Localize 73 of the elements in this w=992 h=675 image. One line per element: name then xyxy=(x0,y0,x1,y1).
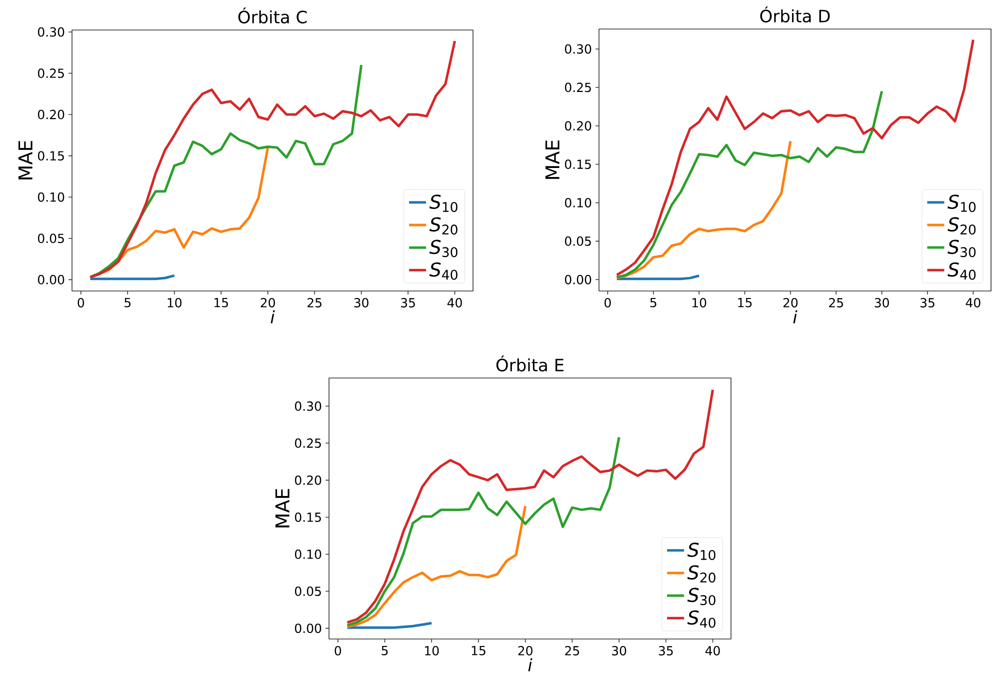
legend-label: S$_{20}$ xyxy=(429,217,458,235)
legend-label: S$_{20}$ xyxy=(687,565,716,583)
y-tick-label: 0.30 xyxy=(564,44,592,54)
x-tick-label: 15 xyxy=(738,298,752,308)
x-tick-label: 30 xyxy=(874,298,889,308)
y-tick-label: 0.00 xyxy=(564,275,592,285)
y-tick-label: 0.15 xyxy=(294,512,321,522)
x-tick-label: 25 xyxy=(829,298,843,308)
x-tick-label: 10 xyxy=(692,298,706,308)
y-tick-label: 0.20 xyxy=(38,110,64,120)
line-series xyxy=(616,140,792,280)
x-axis-title: i xyxy=(270,310,275,324)
y-tick-label: 0.10 xyxy=(564,198,592,208)
x-tick-label: 0 xyxy=(78,298,84,308)
x-tick-label: 35 xyxy=(658,646,673,656)
chart-title: Órbita C xyxy=(238,8,307,24)
chart-title: Órbita E xyxy=(496,356,564,372)
x-axis-title: i xyxy=(528,658,532,672)
legend-label: S$_{10}$ xyxy=(687,542,716,560)
x-tick-label: 15 xyxy=(214,298,228,308)
x-tick-label: 5 xyxy=(650,298,656,308)
x-tick-label: 30 xyxy=(354,298,368,308)
y-axis-title: MAE xyxy=(275,489,290,528)
y-tick-label: 0.25 xyxy=(38,68,64,78)
legend-label: S$_{40}$ xyxy=(429,262,458,280)
x-tick-label: 10 xyxy=(168,298,182,308)
x-tick-label: 0 xyxy=(334,646,342,656)
x-tick-label: 40 xyxy=(966,298,980,308)
y-tick-label: 0.20 xyxy=(564,121,592,131)
y-axis-title: MAE xyxy=(545,140,560,180)
y-tick-label: 0.15 xyxy=(38,151,64,161)
y-tick-label: 0.00 xyxy=(38,275,64,285)
y-tick-label: 0.30 xyxy=(38,27,64,37)
x-tick-label: 5 xyxy=(124,298,131,308)
x-tick-label: 40 xyxy=(705,646,720,656)
y-tick-label: 0.00 xyxy=(294,624,322,634)
chart-title: Órbita D xyxy=(760,6,830,23)
y-axis-title: MAE xyxy=(18,141,32,180)
y-tick-label: 0.25 xyxy=(294,438,321,448)
y-tick-label: 0.10 xyxy=(38,192,64,202)
legend-label: S$_{30}$ xyxy=(687,588,716,606)
legend-label: S$_{20}$ xyxy=(948,217,976,235)
x-tick-label: 20 xyxy=(260,298,275,308)
line-series xyxy=(88,40,456,279)
x-tick-label: 10 xyxy=(425,646,439,656)
x-tick-label: 35 xyxy=(401,298,415,308)
y-tick-label: 0.10 xyxy=(294,550,322,560)
line-series xyxy=(346,505,527,628)
y-tick-label: 0.15 xyxy=(564,160,591,170)
legend-label: S$_{30}$ xyxy=(948,240,976,258)
y-tick-label: 0.05 xyxy=(564,236,591,246)
legend-label: S$_{10}$ xyxy=(948,194,976,212)
x-tick-label: 35 xyxy=(920,298,934,308)
line-series xyxy=(616,90,884,279)
y-tick-label: 0.20 xyxy=(294,476,322,486)
y-tick-label: 0.30 xyxy=(294,402,322,412)
legend-label: S$_{40}$ xyxy=(948,262,976,280)
x-tick-label: 25 xyxy=(308,298,322,308)
x-tick-label: 20 xyxy=(783,298,798,308)
legend-label: S$_{10}$ xyxy=(429,194,458,212)
x-tick-label: 25 xyxy=(565,646,580,656)
x-tick-label: 15 xyxy=(472,646,486,656)
x-axis-title: i xyxy=(793,310,798,324)
x-tick-label: 30 xyxy=(612,646,626,656)
legend-label: S$_{30}$ xyxy=(429,240,458,258)
x-tick-label: 5 xyxy=(382,646,388,656)
y-tick-label: 0.05 xyxy=(294,586,321,596)
x-tick-label: 20 xyxy=(518,646,532,656)
x-tick-label: 0 xyxy=(604,298,611,308)
y-tick-label: 0.05 xyxy=(38,234,64,244)
x-tick-label: 40 xyxy=(447,298,462,308)
legend-label: S$_{40}$ xyxy=(687,610,716,628)
y-tick-label: 0.25 xyxy=(564,82,591,92)
